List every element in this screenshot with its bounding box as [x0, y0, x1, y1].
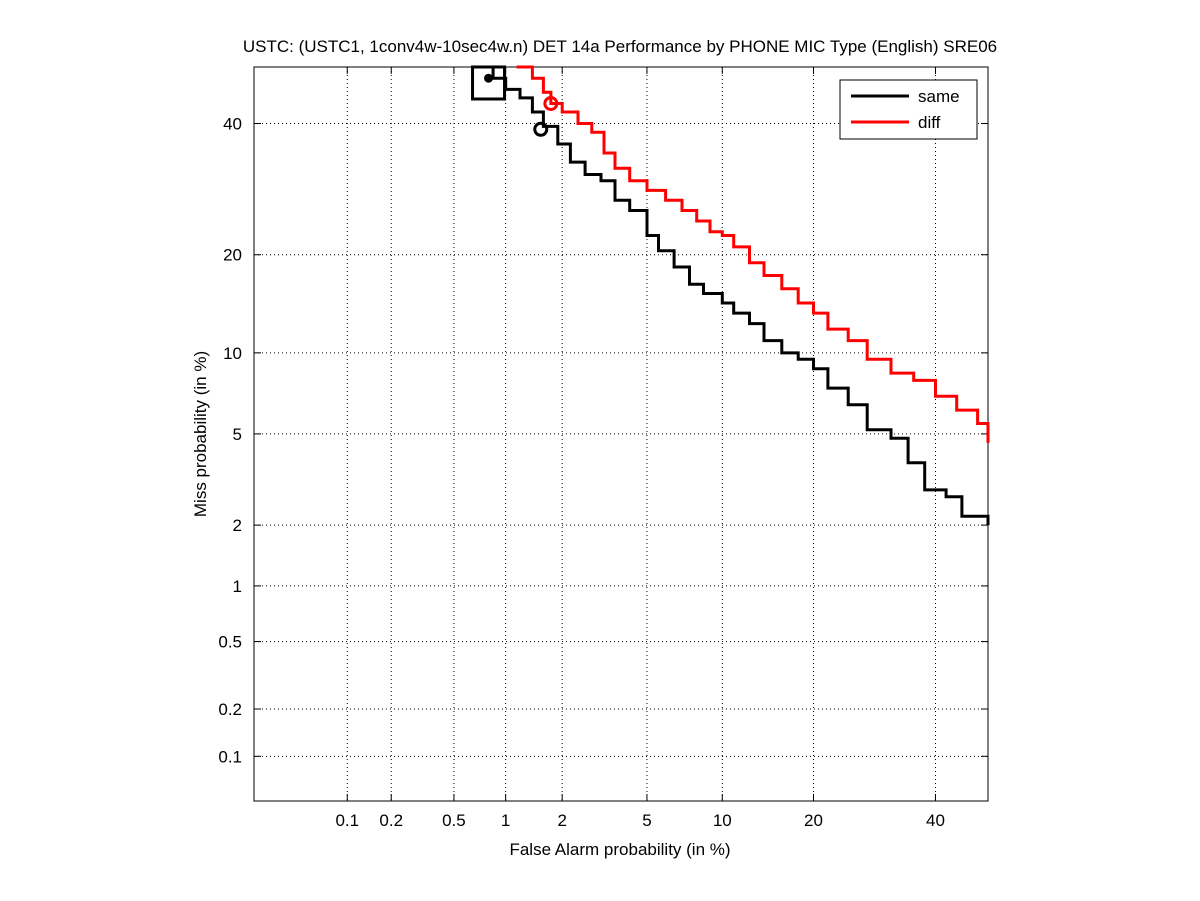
x-tick-label: 10: [713, 811, 732, 830]
x-tick-label: 0.1: [335, 811, 359, 830]
chart-title: USTC: (USTC1, 1conv4w-10sec4w.n) DET 14a…: [243, 37, 997, 56]
y-tick-label: 40: [223, 115, 242, 134]
marker-circle-diff: [543, 96, 559, 112]
series-line-same: [478, 65, 990, 526]
y-tick-label: 0.2: [218, 700, 242, 719]
y-tick-label: 5: [233, 425, 242, 444]
x-tick-label: 5: [642, 811, 651, 830]
y-tick-label: 0.5: [218, 633, 242, 652]
legend: same diff: [839, 79, 978, 140]
x-tick-label: 2: [557, 811, 566, 830]
legend-label-same: same: [918, 87, 960, 106]
y-tick-label: 2: [233, 516, 242, 535]
series-lines: [478, 65, 990, 526]
operating-point-markers: [471, 65, 559, 137]
legend-box: [839, 79, 978, 140]
y-tick-label: 20: [223, 246, 242, 265]
x-tick-label: 40: [926, 811, 945, 830]
x-tick-label: 0.5: [442, 811, 466, 830]
marker-circle-same: [533, 121, 549, 137]
axis-ticks: 0.1 0.2 0.5 1 2 5 10 20 40 0.1 0.2 0.5 1 2 5 10 20 40: [218, 67, 988, 830]
marker-square-same: [471, 65, 507, 101]
legend-label-diff: diff: [918, 113, 941, 132]
x-tick-label: 0.2: [379, 811, 403, 830]
series-line-diff: [516, 65, 990, 443]
y-axis-label: Miss probability (in %): [191, 351, 210, 517]
y-tick-label: 1: [233, 577, 242, 596]
marker-dot-same: [484, 73, 494, 83]
x-axis-label: False Alarm probability (in %): [509, 840, 730, 859]
x-tick-label: 1: [501, 811, 510, 830]
y-tick-label: 10: [223, 344, 242, 363]
y-tick-label: 0.1: [218, 747, 242, 766]
x-tick-label: 20: [804, 811, 823, 830]
